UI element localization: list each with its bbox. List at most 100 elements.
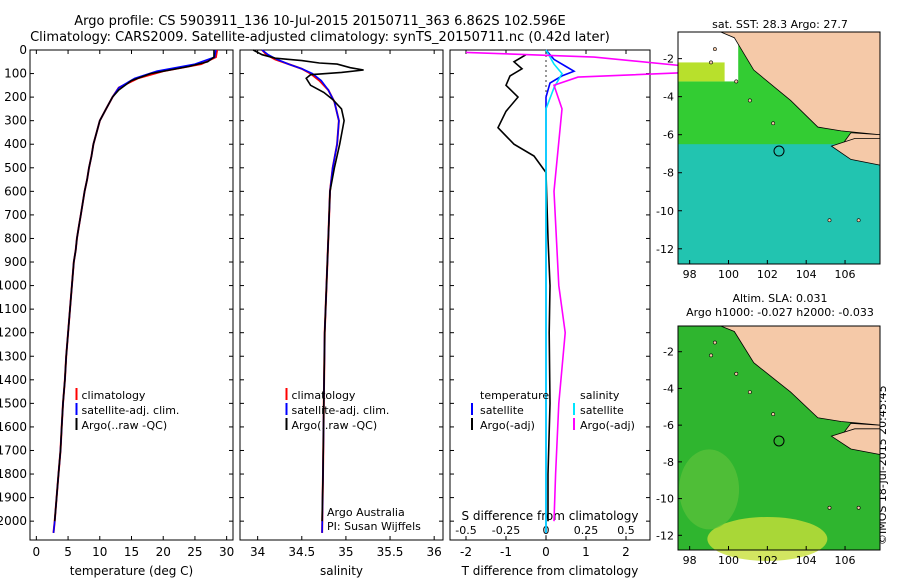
island — [713, 47, 717, 52]
map-y-tick-label: -8 — [663, 167, 674, 180]
map-y-tick-label: -2 — [663, 53, 674, 66]
map-y-tick-label: -12 — [656, 243, 674, 256]
sla-map-title-line1: Altim. SLA: 0.031 — [732, 292, 828, 305]
map-x-tick-label: 98 — [683, 268, 697, 281]
y-tick-label: 1900 — [0, 491, 27, 505]
x-tick-label: 15 — [124, 545, 139, 559]
legend-label: satellite — [480, 404, 524, 417]
series-line — [545, 49, 563, 533]
map-y-tick-label: -4 — [663, 382, 674, 395]
island — [771, 121, 776, 126]
x-tick-label: 0 — [542, 545, 550, 559]
figure-title-line2: Climatology: CARS2009. Satellite-adjuste… — [30, 30, 610, 45]
island — [856, 505, 861, 510]
series-line — [53, 50, 215, 522]
y-tick-label: 300 — [4, 114, 27, 128]
y-tick-label: 1500 — [0, 396, 27, 410]
sla-mid-region — [679, 449, 740, 530]
sst-map-title: sat. SST: 28.3 Argo: 27.7 — [712, 18, 848, 31]
chart-panel-salinity: 34 34.5 35 35.5 36 salinity climatology satelli… — [239, 49, 444, 578]
map-x-tick-label: 100 — [718, 268, 739, 281]
island — [709, 60, 713, 65]
map-frame — [677, 325, 881, 551]
x2-tick-label: 0.25 — [574, 524, 599, 537]
panel-frame — [239, 49, 444, 541]
x-axis-label: salinity — [320, 564, 363, 578]
x2-tick-label: 0.5 — [617, 524, 635, 537]
map-x-tick-label: 106 — [835, 268, 856, 281]
series-line — [52, 49, 217, 533]
island — [709, 353, 713, 358]
map-frame — [677, 31, 881, 265]
map-x-tick-label: 102 — [757, 268, 778, 281]
y-tick-label: 400 — [4, 137, 27, 151]
y-tick-label: 1200 — [0, 326, 27, 340]
island — [713, 340, 717, 345]
panel-frame — [449, 49, 651, 541]
sla-map: 98 100 102 104 106 -2 -4 -6 -8 -10 -12 — [656, 325, 881, 567]
y-tick-label: 1000 — [0, 279, 27, 293]
sst-warm-region — [678, 62, 725, 82]
y-tick-label: 200 — [4, 90, 27, 104]
x-tick-label: 35.5 — [377, 545, 404, 559]
island — [827, 218, 832, 223]
x-tick-label: 0 — [33, 545, 41, 559]
x2-tick-label: -0.25 — [492, 524, 520, 537]
legend-label: satellite-adj. clim. — [82, 404, 180, 417]
y-tick-label: 1600 — [0, 420, 27, 434]
x-tick-label: 35 — [338, 545, 353, 559]
series-line — [252, 49, 364, 522]
series-line — [261, 49, 340, 533]
legend-label: Argo(..raw -QC) — [292, 419, 378, 432]
sst-cool-region — [678, 144, 880, 264]
map-x-tick-label: 100 — [718, 554, 739, 567]
figure-title-line1: Argo profile: CS 5903911_136 10-Jul-2015… — [74, 14, 566, 29]
float-location-marker — [773, 145, 785, 157]
x2-tick-label: -0.5 — [455, 524, 476, 537]
map-y-tick-label: -6 — [663, 129, 674, 142]
legend-label: satellite — [580, 404, 624, 417]
legend-label: Argo(-adj) — [480, 419, 535, 432]
map-x-tick-label: 104 — [796, 268, 817, 281]
legend-label: Argo(-adj) — [580, 419, 635, 432]
x-tick-label: -2 — [460, 545, 472, 559]
legend-label: satellite-adj. clim. — [292, 404, 390, 417]
y-tick-label: 0 — [19, 43, 27, 57]
y-tick-label: 1700 — [0, 443, 27, 457]
x-tick-label: 25 — [187, 545, 202, 559]
island — [827, 505, 832, 510]
island — [747, 390, 752, 394]
chart-panel-difference: -2 -1 0 1 2T difference from climatology-0.5… — [449, 49, 787, 578]
y-tick-label: 1100 — [0, 302, 27, 316]
map-x-tick-label: 102 — [757, 554, 778, 567]
series-line — [545, 49, 576, 533]
map-y-tick-label: -10 — [656, 205, 674, 218]
float-location-marker — [773, 435, 785, 447]
y-tick-label: 800 — [4, 231, 27, 245]
y-tick-label: 100 — [4, 67, 27, 81]
y-tick-label: 700 — [4, 208, 27, 222]
map-y-tick-label: -12 — [656, 529, 674, 542]
x-axis-label: temperature (deg C) — [70, 564, 193, 578]
x-tick-label: 34.5 — [288, 545, 315, 559]
island — [734, 79, 739, 84]
legend-label: Argo(..raw -QC) — [82, 419, 168, 432]
x-tick-label: 1 — [582, 545, 590, 559]
y-tick-label: 600 — [4, 184, 27, 198]
x-tick-label: -1 — [500, 545, 512, 559]
x-axis-label: T difference from climatology — [461, 564, 639, 578]
map-x-tick-label: 106 — [835, 554, 856, 567]
annotation-label: Argo Australia — [327, 506, 405, 519]
island — [734, 371, 739, 376]
y-tick-label: 1300 — [0, 349, 27, 363]
x-tick-label: 10 — [92, 545, 107, 559]
legend-label: temperature — [480, 389, 549, 402]
map-x-tick-label: 98 — [683, 554, 697, 567]
sla-map-title-line2: Argo h1000: -0.027 h2000: -0.033 — [686, 306, 874, 319]
x-tick-label: 20 — [156, 545, 171, 559]
y-tick-label: 500 — [4, 161, 27, 175]
sst-map: 98 100 102 104 106 -2 -4 -6 -8 -10 -12 — [656, 31, 881, 281]
map-y-tick-label: -4 — [663, 91, 674, 104]
series-line — [52, 49, 219, 534]
